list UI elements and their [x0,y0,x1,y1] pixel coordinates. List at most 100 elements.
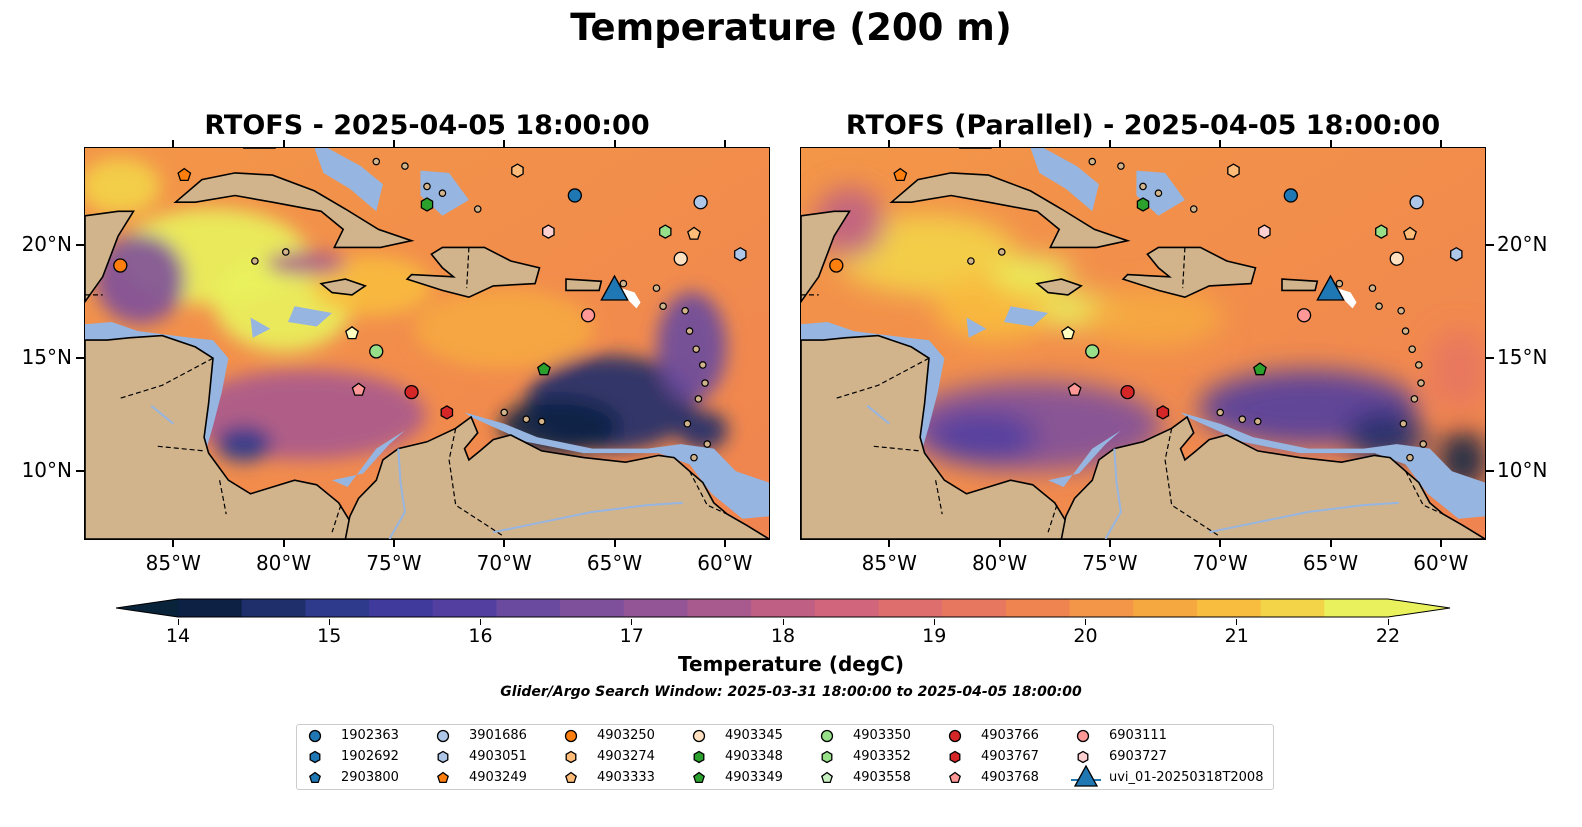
legend-label: 4903558 [853,770,911,785]
float-4903051-marker [1450,246,1463,262]
shallow-water [288,306,333,327]
float-4903345-marker [1389,251,1404,266]
colorbar-segment [623,599,689,617]
lon-tick-mark [1329,140,1332,147]
lon-tick-mark [282,140,285,147]
colorbar-segment [1324,599,1389,617]
land-hispaniola [405,246,541,299]
legend-pentagon-icon [309,771,321,784]
float-4903051-marker [734,246,747,262]
country-border [466,247,470,289]
shallow-water [993,148,1099,212]
small-island [438,189,447,198]
lon-tick-mark [888,140,891,147]
legend-pentagon-icon [565,771,577,784]
lat-tick-label-rtofs-parallel: 10°N [1497,458,1548,483]
lon-tick-label-rtofs: 60°W [697,551,753,575]
lon-tick-label-rtofs: 85°W [145,551,201,575]
float-1902363-marker [567,188,582,203]
legend-label: 6903111 [1109,728,1167,743]
colorbar-segment [560,599,625,617]
small-island [1238,415,1247,424]
legend-circle-icon [692,729,706,743]
colorbar-segment [369,599,434,617]
temperature-patch [95,234,186,325]
small-island [372,157,381,166]
small-island [522,415,531,424]
legend-label: 4903767 [981,749,1039,764]
temperature-contours [814,187,1485,490]
lon-tick-label-rtofs: 65°W [586,551,643,575]
legend-label: 4903051 [469,749,527,764]
small-island [1253,417,1262,426]
legend-circle-icon [1076,729,1090,743]
land-yucatan [85,210,135,304]
legend-hexagon-icon [565,750,577,764]
small-island [1139,182,1147,191]
legend-label: 4903348 [725,749,783,764]
lat-tick-mark [76,244,84,247]
river [493,501,683,534]
small-island [694,395,703,403]
legend-label: 1902363 [341,728,399,743]
lon-tick-label-rtofs-parallel: 80°W [971,551,1028,575]
lon-tick-label-rtofs-parallel: 60°W [1413,551,1469,575]
temperature-patch [677,410,728,451]
float-4903348-marker [1136,197,1150,212]
legend-circle-icon [564,729,578,743]
legend-label: 2903800 [341,770,399,785]
map-canvas-rtofs [85,148,769,539]
lat-tick-label-rtofs: 20°N [21,232,72,257]
lon-tick-label-rtofs: 75°W [366,551,422,575]
lon-tick-mark [282,540,285,547]
country-border [448,428,505,538]
colorbar-tick-mark [1085,619,1086,625]
float-1902363-marker [1283,188,1298,203]
legend-pentagon-icon [949,771,961,784]
float-4903766-marker [404,384,419,400]
country-border [1047,504,1058,533]
legend-label: 4903345 [725,728,783,743]
country-border [689,470,728,515]
legend-circle-icon [564,729,578,743]
float-4903767-marker [1156,405,1170,420]
legend-pentagon-icon [437,771,449,784]
float-4903345-marker [673,251,688,266]
small-island [681,306,689,315]
legend-pentagon-icon [309,771,321,784]
lon-tick-mark [503,140,506,147]
small-island [967,257,975,265]
colorbar-segment [1260,599,1325,617]
small-island [1408,345,1416,353]
small-island [997,248,1006,256]
small-island [281,248,290,256]
lat-tick-label-rtofs-parallel: 15°N [1497,345,1548,370]
legend-hexagon-icon [309,750,321,764]
colorbar-segment [814,599,880,617]
float-4903274-marker [1227,163,1240,178]
float-4903767-marker [440,405,454,420]
lon-tick-label-rtofs-parallel: 65°W [1302,551,1359,575]
temperature-patch [1428,329,1485,410]
legend-circle-icon [692,729,706,743]
small-island [251,257,259,265]
legend-circle-icon [308,729,322,743]
lon-tick-label-rtofs: 80°W [255,551,312,575]
float-4903333-marker [687,226,701,240]
float-4903349-marker [537,362,551,376]
float-4903768-marker [351,382,366,396]
legend-triangle-icon [1073,764,1099,787]
small-island [1397,306,1405,315]
lon-tick-mark [723,140,726,147]
lon-tick-mark [1439,540,1442,547]
small-island [692,345,700,353]
legend-hexagon-icon [949,750,961,764]
small-island [1419,440,1428,448]
float-4903558-marker [1061,325,1075,340]
right-panel-title: RTOFS (Parallel) - 2025-04-05 18:00:00 [845,110,1441,141]
small-island [1406,453,1414,462]
small-island [1189,205,1198,213]
colorbar-segment [241,599,306,617]
legend-hexagon-icon [309,750,321,764]
shallow-water [966,317,987,338]
